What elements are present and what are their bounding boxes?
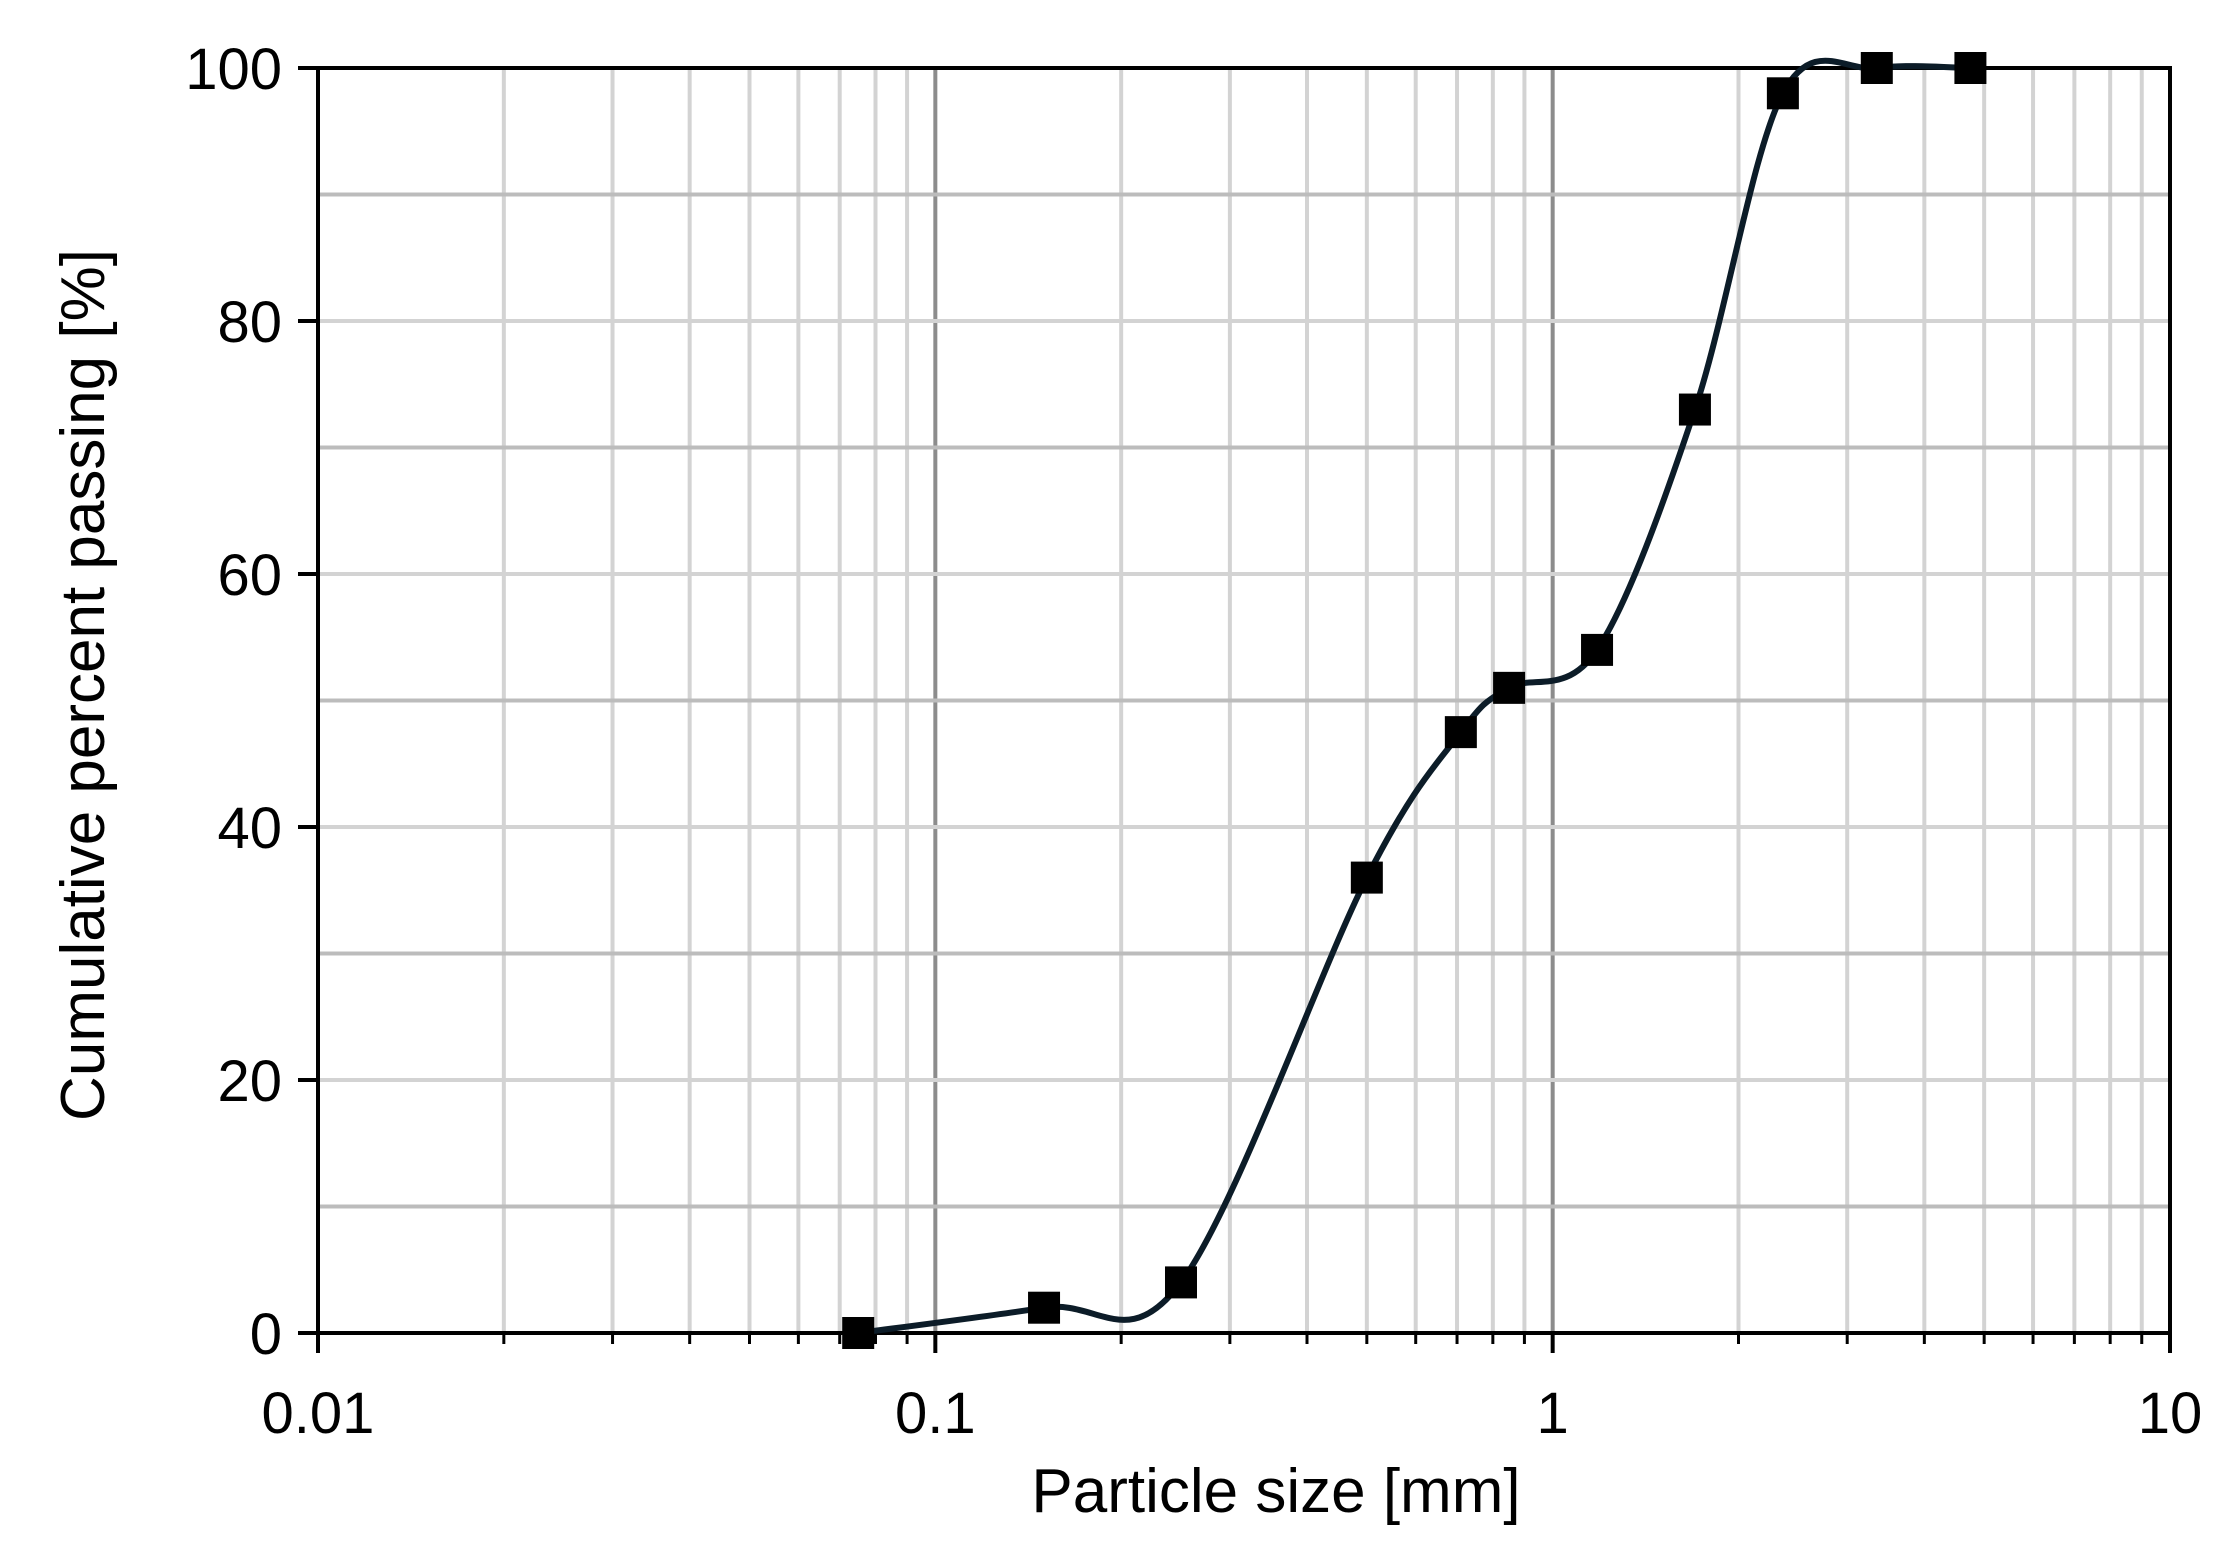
data-point-marker [1350, 861, 1383, 894]
axes-layer [298, 66, 2172, 1353]
y-tick-label: 40 [217, 796, 282, 861]
data-point-marker [1678, 393, 1711, 426]
data-point-marker [1581, 633, 1614, 666]
x-tick-label: 0.1 [895, 1381, 976, 1446]
x-tick-label: 1 [1537, 1381, 1569, 1446]
data-point-marker [1766, 77, 1799, 110]
data-point-marker [1444, 716, 1477, 749]
data-point-marker [842, 1317, 875, 1349]
grid-layer [318, 68, 2170, 1333]
data-point-marker [1164, 1266, 1197, 1299]
y-tick-label: 100 [185, 37, 282, 102]
data-point-marker [1860, 52, 1893, 84]
x-tick-label: 10 [2138, 1381, 2203, 1446]
series-layer [842, 52, 1987, 1349]
y-tick-label: 20 [217, 1049, 282, 1114]
x-tick-label: 0.01 [262, 1381, 375, 1446]
y-axis-title: Cumulative percent passing [%] [49, 249, 118, 1121]
y-tick-label: 80 [217, 290, 282, 355]
y-tick-label: 0 [250, 1302, 282, 1367]
x-axis-title: Particle size [mm] [1031, 1457, 1520, 1526]
data-point-marker [1493, 671, 1526, 704]
data-point-marker [1954, 52, 1987, 84]
y-tick-label: 60 [217, 543, 282, 608]
data-point-marker [1028, 1291, 1061, 1324]
plot-frame [316, 66, 2172, 1335]
